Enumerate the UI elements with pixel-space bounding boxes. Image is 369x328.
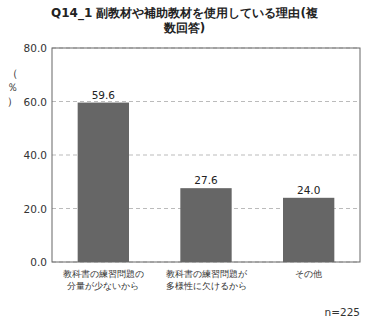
x-tick-label: 教科書の練習問題の分量が少ないから — [63, 269, 144, 291]
plot-frame — [52, 48, 360, 262]
x-tick-label: 教科書の練習問題が多様性に欠けるから — [166, 269, 248, 291]
bar — [283, 198, 334, 262]
title: Q14_1 副教材や補助教材を使用している理由(複数回答) — [51, 6, 318, 35]
y-tick-label: 60.0 — [24, 96, 47, 108]
bar — [180, 188, 231, 262]
chart: Q14_1 副教材や補助教材を使用している理由(複数回答) 0.0 20.0 40.0… — [0, 0, 369, 328]
plot-area — [52, 48, 360, 262]
x-tick-label: その他 — [295, 269, 322, 279]
y-axis-label: （％） — [7, 67, 18, 107]
data-label: 27.6 — [194, 174, 218, 186]
bar — [78, 103, 129, 262]
y-tick-label: 80.0 — [24, 42, 47, 54]
y-tick-label: 0.0 — [30, 256, 47, 268]
bars — [78, 103, 335, 262]
grid-line — [52, 101, 360, 102]
annotation: n=225 — [325, 306, 361, 318]
y-tick-label: 20.0 — [24, 203, 47, 215]
data-label: 59.6 — [92, 89, 116, 101]
y-tick-label: 40.0 — [24, 149, 47, 161]
data-label: 24.0 — [297, 184, 320, 196]
